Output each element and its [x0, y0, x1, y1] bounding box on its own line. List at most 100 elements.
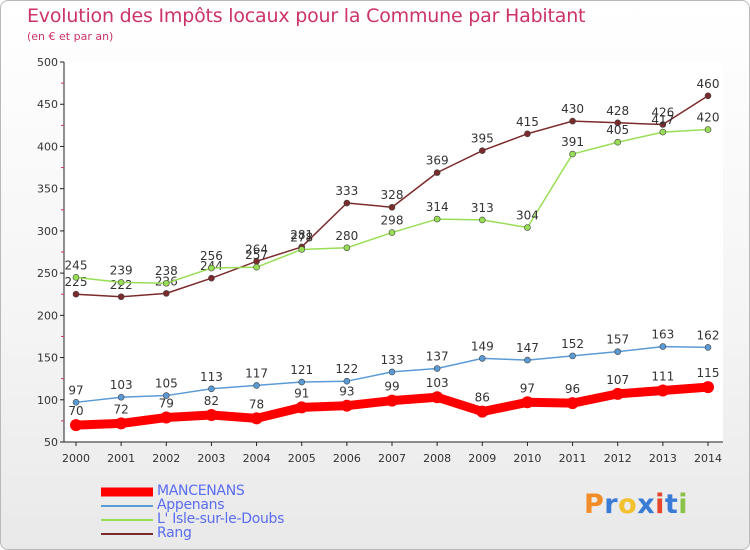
- data-label: 328: [381, 188, 404, 202]
- x-tick-label: 2001: [107, 452, 135, 465]
- data-point: [433, 169, 441, 176]
- data-label: 420: [697, 111, 720, 125]
- data-label: 115: [697, 366, 720, 380]
- data-label: 298: [381, 214, 404, 228]
- data-label: 133: [381, 353, 404, 367]
- data-label: 430: [561, 102, 584, 116]
- data-point: [208, 264, 215, 272]
- data-label: 405: [606, 123, 629, 137]
- data-label: 96: [565, 382, 580, 396]
- data-label: 313: [471, 201, 494, 215]
- logo-letter: t: [664, 489, 679, 520]
- data-point: [70, 419, 82, 432]
- data-point: [614, 348, 622, 355]
- data-label: 428: [606, 104, 629, 118]
- data-point: [295, 401, 308, 414]
- x-tick-label: 2006: [333, 452, 361, 465]
- data-label: 91: [294, 386, 309, 400]
- y-tick-label: 500: [37, 56, 58, 69]
- data-label: 97: [68, 383, 83, 397]
- x-tick-label: 2004: [243, 452, 271, 465]
- data-point: [72, 290, 80, 298]
- data-point: [72, 274, 80, 281]
- x-tick-label: 2008: [423, 452, 451, 465]
- logo-letter: i: [678, 489, 689, 520]
- data-point: [569, 352, 576, 360]
- data-point: [208, 385, 215, 393]
- y-tick-label: 150: [37, 352, 58, 365]
- data-point: [340, 399, 353, 412]
- data-label: 79: [159, 397, 174, 411]
- data-point: [72, 399, 80, 406]
- data-point: [614, 119, 622, 127]
- x-tick-label: 2005: [288, 452, 316, 465]
- x-tick-label: 2013: [649, 452, 677, 465]
- data-label: 157: [606, 333, 629, 347]
- legend-swatch-mancenans: [101, 487, 153, 497]
- data-point: [298, 246, 306, 253]
- legend-item-mancenans: MANCENANS: [101, 483, 401, 499]
- proxiti-logo: Proxiti: [584, 489, 688, 520]
- data-point: [614, 138, 622, 146]
- data-label: 333: [335, 184, 358, 198]
- logo-letter: o: [618, 489, 638, 520]
- data-point: [659, 128, 667, 136]
- data-point: [433, 365, 441, 372]
- data-label: 426: [651, 105, 674, 119]
- data-label: 122: [335, 362, 358, 376]
- data-label: 281: [290, 228, 313, 242]
- data-label: 121: [290, 363, 313, 377]
- data-point: [431, 391, 444, 404]
- data-label: 70: [68, 404, 83, 418]
- data-label: 117: [245, 366, 268, 380]
- legend-swatch-appenans: [101, 505, 153, 507]
- data-label: 278: [290, 230, 313, 244]
- data-point: [343, 199, 351, 207]
- y-tick-label: 400: [37, 140, 58, 153]
- legend-label-appenans: Appenans: [157, 497, 225, 513]
- data-point: [162, 392, 170, 399]
- legend-item-rang: Rang: [101, 525, 401, 541]
- data-point: [524, 356, 531, 364]
- x-tick-label: 2009: [468, 452, 496, 465]
- data-point: [117, 279, 125, 286]
- data-label: 78: [249, 397, 264, 411]
- data-point: [298, 378, 306, 386]
- data-label: 280: [335, 229, 358, 243]
- data-point: [524, 224, 531, 231]
- x-tick-label: 2007: [378, 452, 406, 465]
- legend-swatch-isle-sur-le-doubs: [101, 519, 153, 521]
- data-label: 257: [245, 248, 268, 262]
- data-point: [117, 393, 125, 401]
- data-point: [478, 355, 486, 362]
- data-label: 82: [204, 394, 219, 408]
- data-label: 107: [606, 373, 629, 387]
- data-label: 86: [475, 391, 490, 405]
- data-point: [704, 92, 712, 100]
- x-tick-label: 2012: [604, 452, 632, 465]
- data-point: [343, 377, 351, 385]
- data-point: [388, 229, 396, 236]
- data-point: [611, 387, 624, 400]
- data-point: [566, 397, 579, 410]
- data-point: [386, 394, 398, 407]
- data-point: [160, 411, 173, 424]
- data-point: [162, 279, 170, 287]
- data-point: [115, 417, 128, 430]
- y-tick-label: 100: [37, 394, 58, 407]
- logo-letter: r: [604, 489, 619, 520]
- plot-area: [64, 62, 723, 442]
- legend-label-rang: Rang: [157, 525, 192, 541]
- data-point: [253, 263, 260, 271]
- y-tick-label: 50: [44, 436, 58, 449]
- data-point: [659, 121, 667, 128]
- data-label: 256: [200, 249, 223, 263]
- data-label: 147: [516, 341, 539, 355]
- data-label: 137: [426, 350, 449, 364]
- data-label: 105: [155, 377, 178, 391]
- data-label: 93: [339, 385, 354, 399]
- data-label: 239: [110, 263, 133, 277]
- legend-item-appenans: Appenans: [101, 497, 401, 513]
